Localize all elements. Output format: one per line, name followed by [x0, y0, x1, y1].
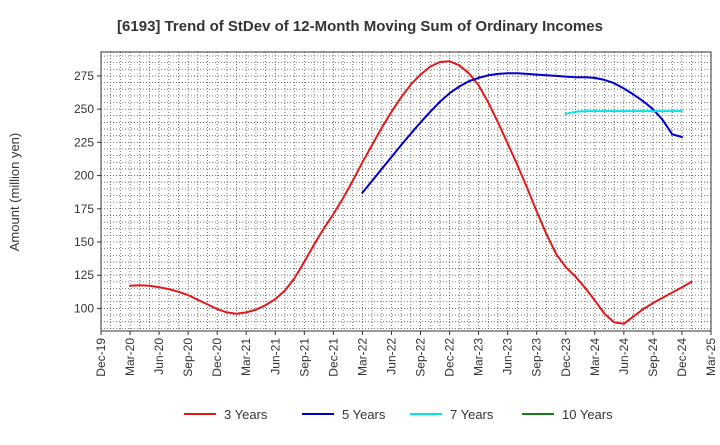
- y-tick-label: 150: [74, 235, 94, 249]
- x-tick-label: Jun-20: [152, 338, 166, 375]
- x-tick-label: Mar-20: [123, 338, 137, 376]
- y-axis-label: Amount (million yen): [7, 133, 22, 252]
- y-tick-label: 200: [74, 169, 94, 183]
- series-line-3-years: [129, 60, 693, 325]
- x-tick-label: Mar-22: [355, 338, 369, 376]
- series-layer: [129, 60, 693, 325]
- y-tick-label: 275: [74, 69, 94, 83]
- y-tick-label: 225: [74, 135, 94, 149]
- series-line-5-years: [361, 72, 683, 194]
- x-tick-label: Mar-24: [588, 338, 602, 376]
- y-tick-label: 250: [74, 102, 94, 116]
- y-tick-label: 100: [74, 301, 94, 315]
- x-tick-label: Sep-20: [181, 338, 195, 377]
- legend-label-7-years: 7 Years: [450, 407, 494, 422]
- x-tick-label: Dec-21: [326, 338, 340, 377]
- grid: [101, 52, 711, 331]
- legend: 3 Years 5 Years 7 Years 10 Years: [184, 407, 613, 422]
- x-tick-label: Mar-25: [704, 338, 718, 376]
- y-axis-ticks: 100 125 150 175 200 225 250 275: [74, 69, 101, 315]
- x-tick-label: Sep-21: [297, 338, 311, 377]
- legend-label-5-years: 5 Years: [342, 407, 386, 422]
- y-tick-label: 175: [74, 202, 94, 216]
- legend-label-10-years: 10 Years: [562, 407, 613, 422]
- x-tick-label: Sep-22: [414, 338, 428, 377]
- x-tick-label: Mar-23: [472, 338, 486, 376]
- x-tick-label: Dec-20: [210, 338, 224, 377]
- plot-frame: [100, 51, 712, 332]
- series-line-7-years: [564, 110, 683, 115]
- x-tick-label: Jun-21: [268, 338, 282, 375]
- x-tick-label: Jun-22: [384, 338, 398, 375]
- legend-label-3-years: 3 Years: [224, 407, 268, 422]
- x-axis-ticks: Dec-19 Mar-20 Jun-20 Sep-20 Dec-20 Mar-21 Jun-…: [94, 331, 718, 377]
- x-tick-label: Dec-22: [443, 338, 457, 377]
- x-tick-label: Dec-19: [94, 338, 108, 377]
- x-tick-label: Jun-24: [617, 338, 631, 375]
- x-tick-label: Mar-21: [239, 338, 253, 376]
- x-tick-label: Jun-23: [501, 338, 515, 375]
- x-tick-label: Dec-24: [675, 338, 689, 377]
- x-tick-label: Sep-23: [530, 338, 544, 377]
- y-tick-label: 125: [74, 268, 94, 282]
- chart-title: [6193] Trend of StDev of 12-Month Moving…: [117, 18, 603, 35]
- x-tick-label: Dec-23: [559, 338, 573, 377]
- x-tick-label: Sep-24: [646, 338, 660, 377]
